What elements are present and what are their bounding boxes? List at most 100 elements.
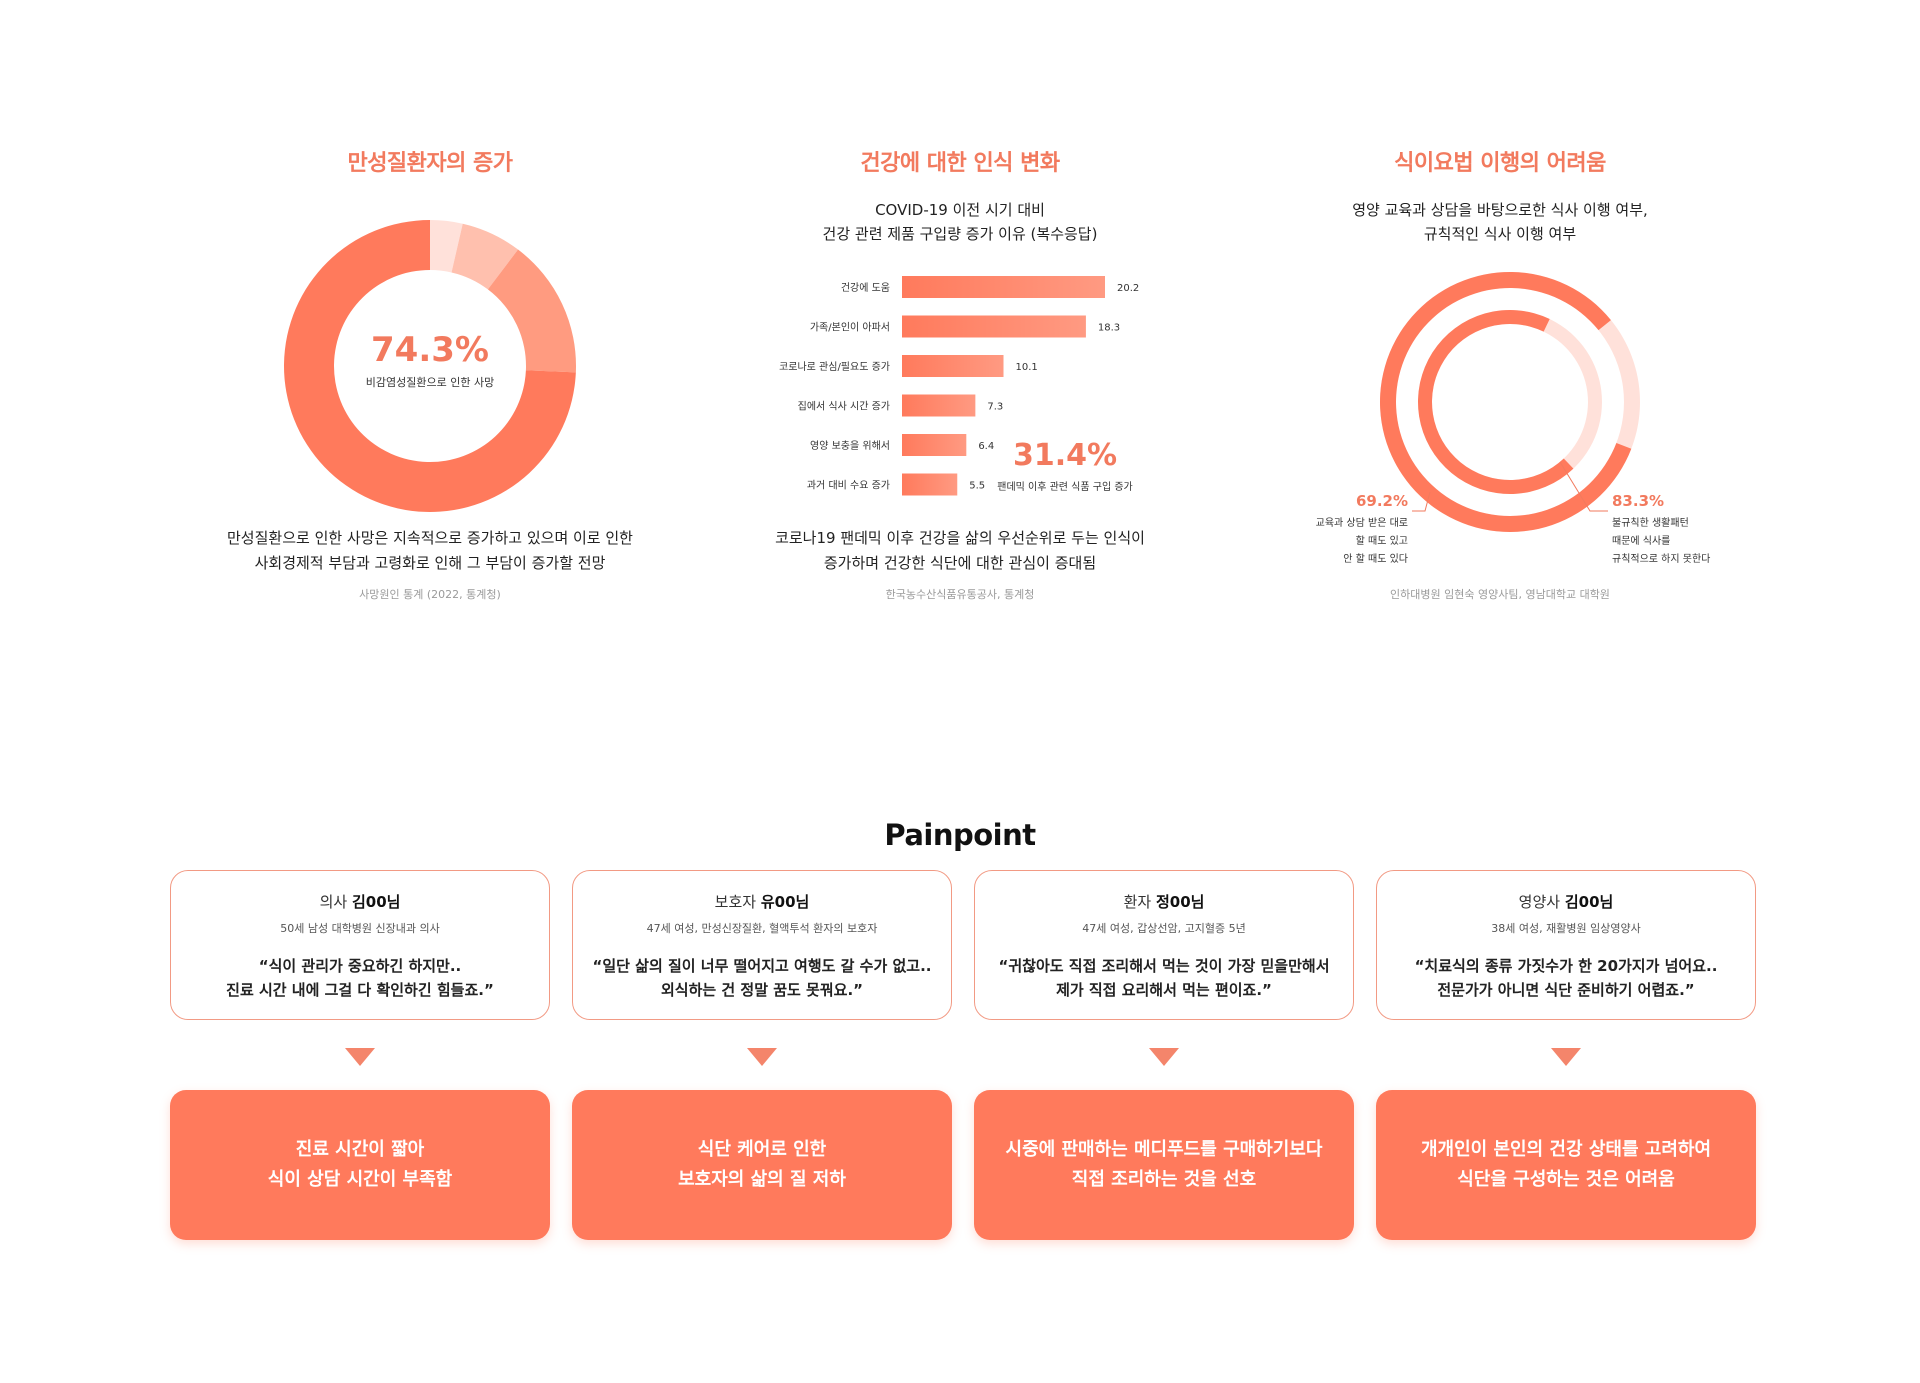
bar [902, 355, 1004, 377]
subtitle-line: 건강 관련 제품 구입량 증가 이유 (복수응답) [822, 225, 1098, 243]
leader-line-left [1412, 491, 1431, 512]
persona-info: 38세 여성, 재활병원 임상영양사 [1491, 922, 1641, 935]
persona-role: 보호자 [714, 893, 757, 911]
section3-source: 인하대병원 임현숙 영양사팀, 영남대학교 대학원 [1390, 588, 1610, 601]
persona-info: 50세 남성 대학병원 신장내과 의사 [280, 922, 440, 935]
ring-left-label: 할 때도 있고 [1356, 535, 1408, 547]
down-arrow-icon [345, 1048, 375, 1066]
bar [902, 434, 967, 456]
result-line: 직접 조리하는 것을 선호 [1071, 1169, 1257, 1190]
persona-card-dietitian: 영양사 김00님 38세 여성, 재활병원 임상영양사 “치료식의 종류 가짓수… [1376, 870, 1756, 1020]
donut-center-label: 비감염성질환으로 인한 사망 [366, 376, 494, 389]
ring-right-label: 규칙적으로 하지 못한다 [1612, 552, 1710, 565]
section1-description: 만성질환으로 인한 사망은 지속적으로 증가하고 있으며 이로 인한 사회경제적… [150, 526, 710, 576]
section3-subtitle: 영양 교육과 상담을 바탕으로한 식사 이행 여부, 규칙적인 식사 이행 여부 [1250, 198, 1750, 246]
persona-name: 환자 정00님 [975, 891, 1353, 912]
section2-subtitle: COVID-19 이전 시기 대비 건강 관련 제품 구입량 증가 이유 (복수… [710, 198, 1210, 246]
ring-left-value: 69.2% [1356, 492, 1408, 510]
down-arrow-icon [747, 1048, 777, 1066]
ring-right-label: 때문에 식사를 [1612, 535, 1670, 547]
persona-person: 유00님 [760, 893, 810, 911]
persona-quote: “식이 관리가 중요하긴 하지만.. 진료 시간 내에 그걸 다 확인하긴 힘들… [171, 954, 549, 1002]
donut-slice [451, 223, 519, 290]
persona-info: 47세 여성, 만성신장질환, 혈액투석 환자의 보호자 [646, 922, 878, 935]
bar [902, 473, 958, 496]
section-title-diet-difficulty: 식이요법 이행의 어려움 [1394, 151, 1606, 176]
quote-line: 진료 시간 내에 그걸 다 확인하긴 힘들죠.” [226, 981, 494, 999]
ring-chart-diet: 69.2% 교육과 상담 받은 대로 할 때도 있고 안 할 때도 있다 83.… [1316, 272, 1710, 565]
painpoint-title: Painpoint [884, 818, 1036, 852]
section1-source: 사망원인 통계 (2022, 통계청) [359, 588, 501, 601]
quote-line: “식이 관리가 중요하긴 하지만.. [258, 957, 462, 975]
bar-category-label: 가족/본인이 아파서 [810, 322, 890, 334]
section-title-awareness: 건강에 대한 인식 변화 [860, 151, 1060, 176]
bar-value-label: 5.5 [969, 481, 985, 492]
bar-value-label: 7.3 [987, 402, 1003, 413]
bar [902, 276, 1105, 298]
donut-slice [283, 220, 576, 512]
result-line: 시중에 판매하는 메디푸드를 구매하기보다 [1005, 1139, 1323, 1160]
highlight-label: 팬데믹 이후 관련 식품 구입 증가 [997, 480, 1133, 493]
bar-value-label: 18.3 [1098, 323, 1120, 334]
result-line: 식이 상담 시간이 부족함 [267, 1169, 453, 1190]
quote-line: 외식하는 건 정말 꿈도 못꿔요.” [660, 981, 864, 999]
bar-value-label: 20.2 [1117, 283, 1139, 294]
persona-role: 의사 [319, 893, 348, 911]
persona-name: 보호자 유00님 [573, 891, 951, 912]
quote-line: 전문가가 아니면 식단 준비하기 어렵죠.” [1437, 981, 1695, 999]
donut-chart-chronic: 74.3% 비감염성질환으로 인한 사망 [283, 220, 576, 512]
persona-name: 영양사 김00님 [1377, 891, 1755, 912]
persona-person: 김00님 [351, 893, 401, 911]
quote-line: 제가 직접 요리해서 먹는 편이죠.” [1056, 981, 1272, 999]
section2-source: 한국농수산식품유통공사, 통계청 [885, 588, 1035, 601]
persona-person: 김00님 [1564, 893, 1614, 911]
bar-category-label: 집에서 식사 시간 증가 [798, 401, 890, 413]
subtitle-line: COVID-19 이전 시기 대비 [875, 201, 1045, 219]
donut-center-value: 74.3% [371, 330, 489, 370]
persona-quote: “귀찮아도 직접 조리해서 먹는 것이 가장 믿을만해서 제가 직접 요리해서 … [975, 954, 1353, 1002]
subtitle-line: 영양 교육과 상담을 바탕으로한 식사 이행 여부, [1352, 201, 1648, 219]
persona-card-patient: 환자 정00님 47세 여성, 갑상선암, 고지혈증 5년 “귀찮아도 직접 조… [974, 870, 1354, 1020]
bar-category-label: 과거 대비 수요 증가 [807, 480, 890, 492]
leader-line-right [1559, 461, 1608, 512]
desc-line: 만성질환으로 인한 사망은 지속적으로 증가하고 있으며 이로 인한 [227, 529, 633, 547]
quote-line: “치료식의 종류 가짓수가 한 20가지가 넘어요.. [1414, 957, 1718, 975]
ring-value-arc [1418, 310, 1574, 494]
section2-description: 코로나19 팬데믹 이후 건강을 삶의 우선순위로 두는 인식이 증가하며 건강… [680, 526, 1240, 576]
ring-right-label: 불규칙한 생활패턴 [1612, 516, 1689, 529]
persona-card-guardian: 보호자 유00님 47세 여성, 만성신장질환, 혈액투석 환자의 보호자 “일… [572, 870, 952, 1020]
persona-info: 47세 여성, 갑상선암, 고지혈증 5년 [1082, 922, 1246, 935]
ring-left-label: 교육과 상담 받은 대로 [1316, 517, 1408, 529]
result-line: 식단 케어로 인한 [697, 1139, 827, 1160]
result-line: 보호자의 삶의 질 저하 [678, 1169, 846, 1190]
result-line: 개개인이 본인의 건강 상태를 고려하여 [1420, 1139, 1712, 1160]
down-arrow-icon [1149, 1048, 1179, 1066]
bar-value-label: 6.4 [978, 441, 994, 452]
persona-role: 환자 [1123, 893, 1152, 911]
subtitle-line: 규칙적인 식사 이행 여부 [1423, 225, 1577, 243]
persona-person: 정00님 [1155, 893, 1205, 911]
desc-line: 사회경제적 부담과 고령화로 인해 그 부담이 증가할 전망 [254, 554, 606, 572]
desc-line: 증가하며 건강한 식단에 대한 관심이 증대됨 [823, 554, 1097, 572]
donut-slice [430, 220, 463, 273]
bar-value-label: 10.1 [1016, 362, 1038, 373]
section-title-chronic: 만성질환자의 증가 [347, 151, 513, 176]
persona-name: 의사 김00님 [171, 891, 549, 912]
down-arrow-icon [1551, 1048, 1581, 1066]
bar-category-label: 코로나로 관심/필요도 증가 [779, 361, 890, 373]
desc-line: 코로나19 팬데믹 이후 건강을 삶의 우선순위로 두는 인식이 [775, 529, 1145, 547]
donut-slice [487, 249, 576, 373]
quote-line: “일단 삶의 질이 너무 떨어지고 여행도 갈 수가 없고.. [592, 957, 932, 975]
persona-quote: “일단 삶의 질이 너무 떨어지고 여행도 갈 수가 없고.. 외식하는 건 정… [573, 954, 951, 1002]
result-line: 진료 시간이 짧아 [295, 1139, 425, 1160]
result-line: 식단을 구성하는 것은 어려움 [1457, 1169, 1675, 1190]
ring-right-value: 83.3% [1612, 492, 1664, 510]
persona-quote: “치료식의 종류 가짓수가 한 20가지가 넘어요.. 전문가가 아니면 식단 … [1377, 954, 1755, 1002]
bar [902, 315, 1086, 338]
quote-line: “귀찮아도 직접 조리해서 먹는 것이 가장 믿을만해서 [998, 957, 1330, 975]
highlight-value: 31.4% [1013, 438, 1117, 473]
